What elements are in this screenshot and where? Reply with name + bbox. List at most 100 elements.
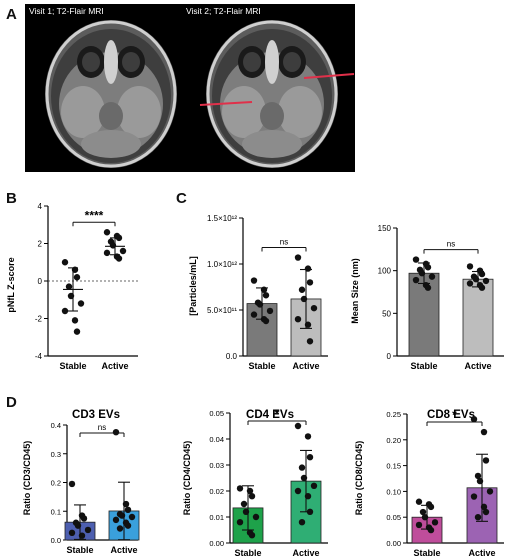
data-point [103, 229, 111, 236]
data-point [115, 255, 123, 262]
chart-d3-marks: 0.00 0.05 0.10 0.15 0.20 0.25 Stable Active * [386, 408, 504, 558]
data-point [306, 338, 314, 345]
data-point [112, 428, 120, 436]
data-point [466, 280, 474, 287]
data-point [482, 277, 490, 285]
data-point [80, 515, 88, 522]
chart-c2-ylabel: Mean Size (nm) [350, 258, 360, 324]
mri-visit1-label: Visit 1; T2-Flair MRI [29, 6, 104, 16]
data-point [478, 284, 486, 291]
x-tick-label: Active [292, 548, 319, 558]
chart-b-ylabel: pNfL Z-score [6, 257, 16, 312]
data-point [412, 276, 420, 284]
data-point [306, 279, 314, 286]
data-point [298, 286, 306, 293]
y-tick-label: 150 [378, 224, 392, 233]
chart-d2-title: CD4 EVs [246, 409, 294, 421]
y-tick-label: 1.5×10¹² [207, 214, 237, 223]
data-point [248, 532, 256, 539]
y-tick-label: 0 [38, 277, 43, 286]
data-point [306, 454, 314, 461]
y-tick-label: 0.01 [209, 513, 224, 522]
chart-d2-marks: 0.00 0.01 0.02 0.03 0.04 0.05 Stable Active * [209, 407, 328, 558]
data-point [470, 415, 478, 423]
data-point [252, 513, 260, 521]
data-point [236, 519, 244, 526]
data-point [119, 247, 127, 255]
chart-d3-title: CD8 EVs [427, 409, 475, 421]
x-tick-label: Stable [234, 548, 261, 558]
panel-letter-d: D [6, 394, 17, 411]
data-point [419, 508, 427, 516]
data-point [77, 300, 85, 307]
data-point [466, 263, 474, 270]
data-point [310, 482, 318, 489]
data-point [427, 503, 435, 511]
data-point [240, 500, 248, 508]
data-point [236, 485, 244, 492]
data-point [431, 519, 439, 526]
data-point [298, 519, 306, 526]
chart-c1-particles: [Particles/mL] 0.0 5.0×10¹¹ 1.0×10¹² 1.5×10… [188, 214, 328, 371]
data-point [112, 516, 120, 524]
chart-d1-cd3: CD3 EVs Ratio (CD3/CD45) 0.0 0.1 0.2 0.3 0.4… [22, 409, 140, 555]
data-point [250, 277, 258, 284]
chart-d2-ylabel: Ratio (CD4/CD45) [182, 441, 192, 516]
data-point [248, 493, 256, 500]
data-point [424, 264, 432, 271]
data-point [298, 464, 306, 471]
data-point [65, 283, 73, 290]
chart-d1-title: CD3 EVs [72, 409, 120, 421]
data-point [482, 508, 490, 516]
y-tick-label: 0.00 [209, 539, 224, 548]
x-tick-label: Stable [248, 361, 275, 371]
data-point [412, 256, 420, 263]
data-point [103, 249, 111, 257]
y-tick-label: 0.00 [386, 539, 401, 548]
significance-label: * [452, 408, 457, 422]
y-tick-label: -2 [35, 315, 43, 324]
data-point [304, 433, 312, 440]
x-tick-label: Active [110, 545, 137, 555]
lesion-arrow-right [303, 73, 355, 79]
y-tick-label: 0.04 [209, 435, 224, 444]
x-tick-label: Active [464, 361, 491, 371]
x-tick-label: Stable [66, 545, 93, 555]
y-tick-label: 0.20 [386, 436, 401, 445]
panel-letter-c: C [176, 190, 187, 207]
x-tick-label: Active [101, 361, 128, 371]
data-point [474, 472, 482, 480]
data-point [116, 525, 124, 532]
panel-letter-b: B [6, 190, 17, 207]
significance-label: **** [85, 208, 104, 222]
y-tick-label: 0.02 [209, 487, 224, 496]
data-point [415, 498, 423, 505]
significance-label: ns [280, 238, 288, 247]
mri-visit1-image: Visit 1; T2-Flair MRI [25, 4, 198, 172]
x-tick-label: Active [468, 548, 495, 558]
data-point [427, 526, 435, 534]
y-tick-label: 2 [38, 240, 43, 249]
data-point [428, 273, 436, 280]
chart-c2-size: Mean Size (nm) 0 50 100 150 Stable Active ns [350, 224, 504, 371]
x-tick-label: Stable [410, 361, 437, 371]
data-point [71, 317, 79, 324]
x-tick-label: Active [292, 361, 319, 371]
y-tick-label: 5.0×10¹¹ [207, 306, 237, 315]
mri-visit2-label: Visit 2; T2-Flair MRI [186, 6, 261, 16]
data-point [73, 328, 81, 335]
data-point [266, 307, 274, 315]
y-tick-label: 50 [382, 309, 391, 318]
data-point [480, 428, 488, 436]
chart-c1-ylabel: [Particles/mL] [188, 256, 198, 316]
mri-visit2-brain-drawing [199, 20, 355, 168]
data-point [61, 307, 69, 315]
data-point [294, 487, 302, 495]
data-point [486, 488, 494, 495]
chart-d1-marks: 0.0 0.1 0.2 0.3 0.4 Stable Active ns [51, 421, 140, 555]
y-tick-label: 0.10 [386, 487, 401, 496]
y-tick-label: 0.3 [51, 450, 61, 459]
lesion-arrow-left [199, 101, 253, 106]
significance-label: ns [98, 423, 106, 432]
data-point [294, 422, 302, 430]
